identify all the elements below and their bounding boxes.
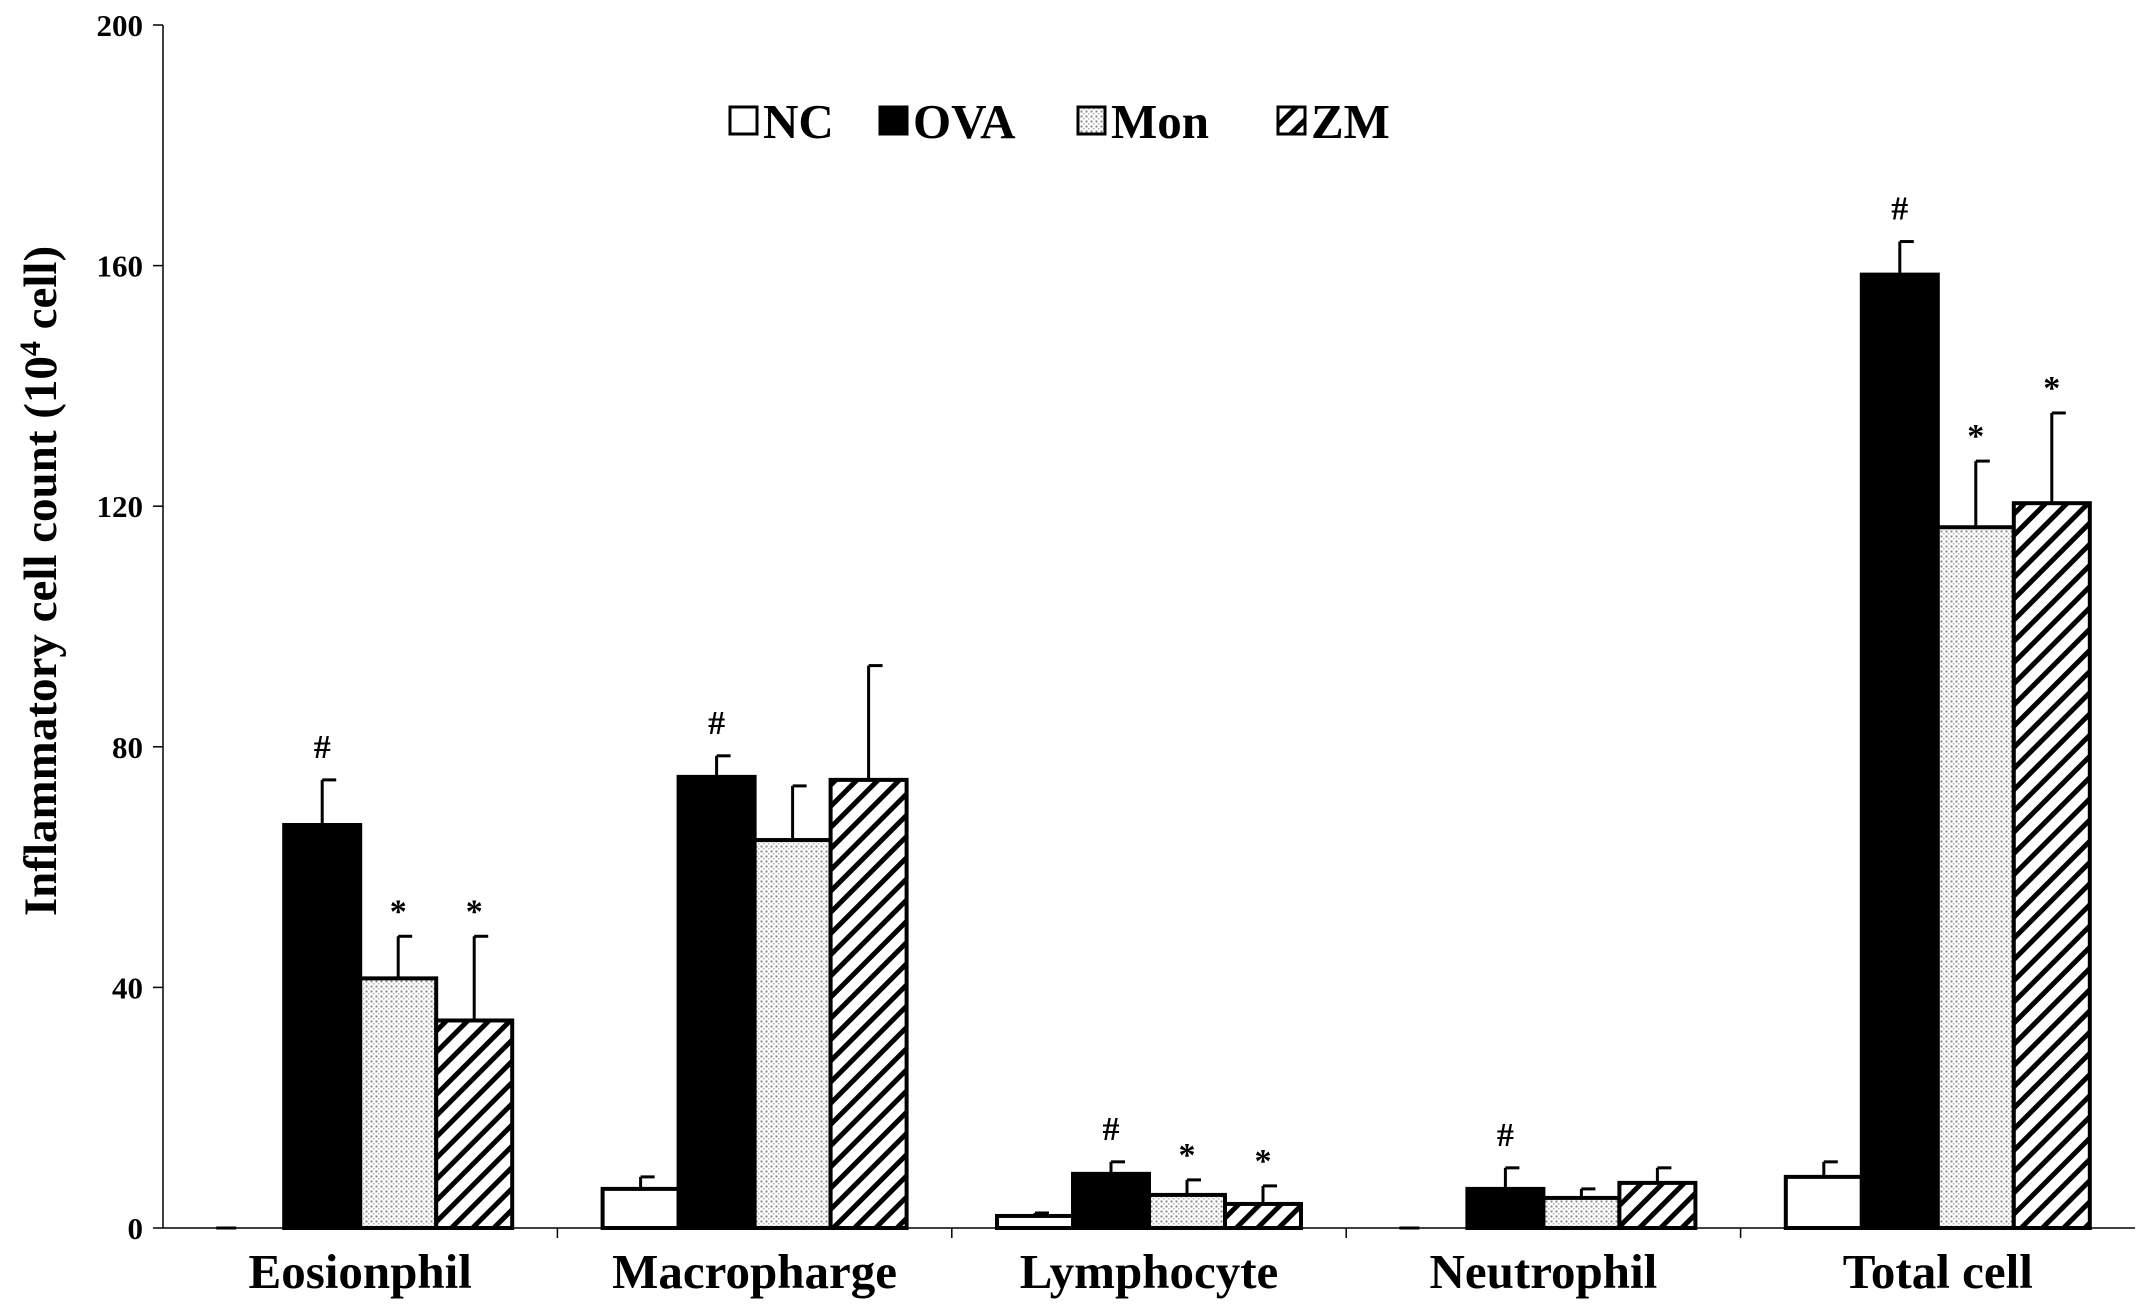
bar <box>995 1213 1075 1230</box>
legend-label: NC <box>763 94 834 149</box>
bar <box>358 976 439 1230</box>
significance-mark: * <box>390 893 407 930</box>
category-label: Neutrophil <box>1429 1244 1657 1299</box>
significance-mark: * <box>2043 370 2060 407</box>
y-tick-label: 200 <box>97 8 144 43</box>
legend-label: OVA <box>913 94 1016 149</box>
y-axis-title: Inflammatory cell count (104 cell) <box>14 246 67 916</box>
bar <box>1223 1201 1303 1230</box>
category-label: Eosionphil <box>249 1244 472 1299</box>
significance-mark: * <box>1967 418 1984 455</box>
significance-mark: * <box>466 893 483 930</box>
y-tick-label: 120 <box>97 489 144 524</box>
y-axis-title-end: cell) <box>15 246 67 341</box>
bars: # * * # # * * # # * * <box>216 191 2092 1231</box>
category-label: Lymphocyte <box>1020 1244 1279 1299</box>
y-tick-label: 160 <box>97 249 144 284</box>
legend-swatch <box>1076 105 1107 136</box>
y-axis-title-superscript: 4 <box>14 341 47 356</box>
significance-mark: # <box>1497 1117 1514 1154</box>
bar <box>1071 1171 1151 1230</box>
significance-mark: * <box>1255 1143 1272 1180</box>
legend-label: ZM <box>1311 94 1390 149</box>
bar <box>752 838 833 1230</box>
legend: NC OVA Mon ZM <box>728 94 1390 149</box>
legend-swatch <box>1276 105 1307 136</box>
y-tick-label: 40 <box>112 970 143 1005</box>
axes: 0 40 80 120 160 200 Eosionphil Macropharge Lymph… <box>97 8 2135 1299</box>
bar <box>828 777 909 1230</box>
significance-mark: # <box>1891 191 1908 228</box>
y-tick-label: 0 <box>128 1211 144 1246</box>
legend-swatch <box>878 105 909 136</box>
bar <box>282 822 363 1230</box>
bar <box>434 1018 515 1230</box>
category-label: Macropharge <box>612 1244 897 1299</box>
significance-mark: # <box>1103 1111 1120 1148</box>
bar <box>600 1186 681 1230</box>
legend-swatch <box>728 105 759 136</box>
bar <box>1783 1174 1864 1231</box>
bar <box>1935 525 2016 1230</box>
significance-mark: * <box>1179 1137 1196 1174</box>
bar <box>1465 1186 1546 1230</box>
bar <box>1617 1180 1698 1230</box>
y-tick-label: 80 <box>112 730 143 765</box>
bar <box>676 774 757 1230</box>
legend-label: Mon <box>1111 94 1209 149</box>
bar <box>1541 1195 1622 1231</box>
bar <box>2011 501 2092 1230</box>
category-label: Total cell <box>1843 1244 2033 1299</box>
bar <box>1147 1192 1227 1230</box>
significance-mark: # <box>314 729 331 766</box>
significance-mark: # <box>708 705 725 742</box>
bar <box>1859 272 1940 1230</box>
y-axis-title-main: Inflammatory cell count (10 <box>15 356 67 916</box>
